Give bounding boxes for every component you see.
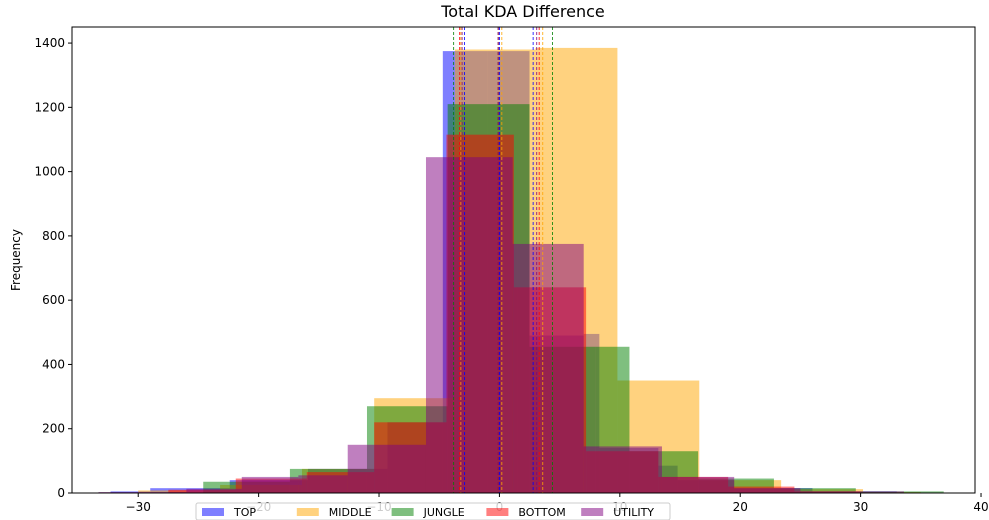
y-tick-label: 1200 <box>34 100 65 114</box>
bar-utility-9 <box>734 488 801 493</box>
y-tick-label: 600 <box>42 293 65 307</box>
y-tick-label: 800 <box>42 229 65 243</box>
legend-swatch-utility <box>581 508 604 516</box>
legend-label-middle: MIDDLE <box>329 506 372 519</box>
x-tick-label: 40 <box>973 500 988 514</box>
x-tick-label: 20 <box>733 500 748 514</box>
bar-utility-10 <box>800 491 904 493</box>
y-tick-label: 1000 <box>34 165 65 179</box>
y-tick-label: 1400 <box>34 36 65 50</box>
y-axis: 0 200 400 600 800 1000 1200 1400 <box>34 36 72 500</box>
bar-jungle-9 <box>773 488 856 493</box>
chart-title: Total KDA Difference <box>440 2 605 21</box>
legend-label-utility: UTILITY <box>613 506 654 519</box>
bar-utility-6 <box>512 243 584 493</box>
legend-swatch-bottom <box>486 508 509 516</box>
reference-lines <box>453 27 553 493</box>
y-axis-label: Frequency <box>9 229 23 291</box>
legend-label-top: TOP <box>233 506 256 519</box>
x-tick-label: −30 <box>126 500 151 514</box>
x-tick-label: 30 <box>853 500 868 514</box>
bar-utility-1 <box>186 488 242 493</box>
y-tick-label: 0 <box>57 486 65 500</box>
legend-swatch-middle <box>296 508 319 516</box>
bar-utility-3 <box>298 475 348 493</box>
plot-frame <box>71 26 976 494</box>
legend-label-jungle: JUNGLE <box>423 506 465 519</box>
legend-swatch-jungle <box>391 508 414 516</box>
legend: TOP MIDDLE JUNGLE BOTTOM UTILITY <box>195 502 671 520</box>
bar-utility-8 <box>661 476 735 493</box>
y-tick-label: 400 <box>42 357 65 371</box>
bar-utility-7 <box>583 446 662 493</box>
y-tick-label: 200 <box>42 422 65 436</box>
legend-label-bottom: BOTTOM <box>518 506 565 519</box>
histogram-bars <box>98 47 944 493</box>
bar-utility-4 <box>347 444 426 493</box>
bar-utility-2 <box>241 476 299 493</box>
series-utility <box>98 157 904 493</box>
legend-swatch-top <box>202 508 224 516</box>
